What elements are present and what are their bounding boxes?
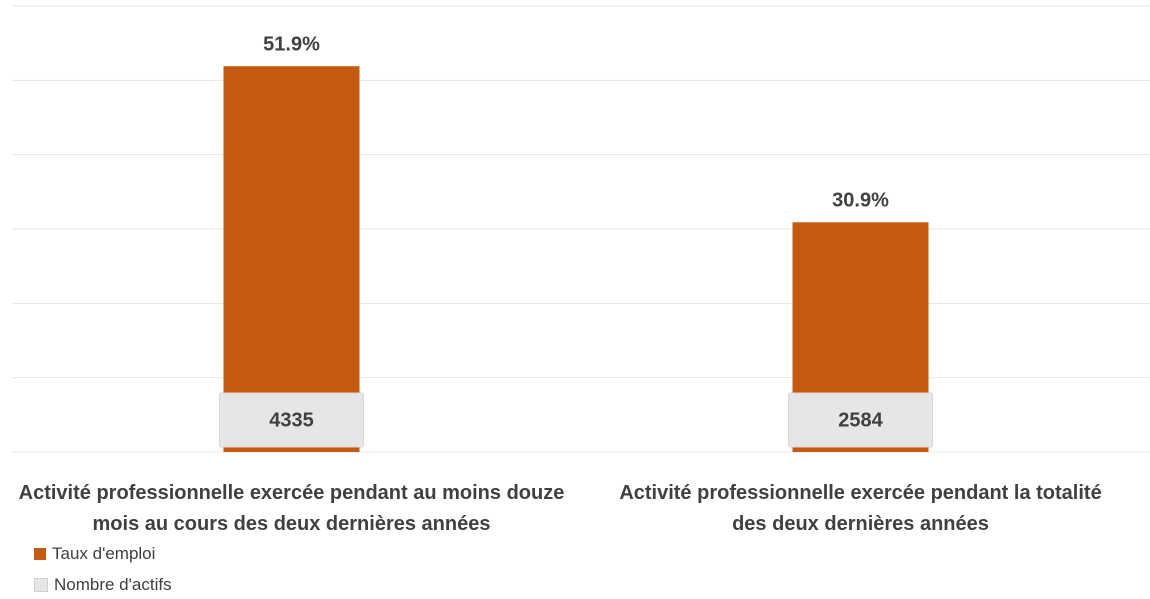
x-tick-label: Activité professionnelle exercée pendant… (18, 482, 565, 535)
x-tick-label: Activité professionnelle exercée pendant… (619, 482, 1102, 535)
legend-swatch (34, 578, 48, 592)
count-label: 2584 (838, 409, 883, 431)
bar (223, 66, 360, 453)
legend-label: Taux d'emploi (52, 544, 156, 563)
legend-item: Taux d'emploi (34, 544, 155, 564)
value-label: 30.9% (832, 190, 889, 212)
legend-label: Nombre d'actifs (54, 575, 172, 594)
legend-item: Nombre d'actifs (34, 575, 172, 595)
value-label: 51.9% (263, 33, 320, 55)
count-box (788, 392, 933, 448)
count-box (219, 392, 364, 448)
count-label: 4335 (269, 409, 314, 431)
legend-swatch (34, 548, 46, 560)
